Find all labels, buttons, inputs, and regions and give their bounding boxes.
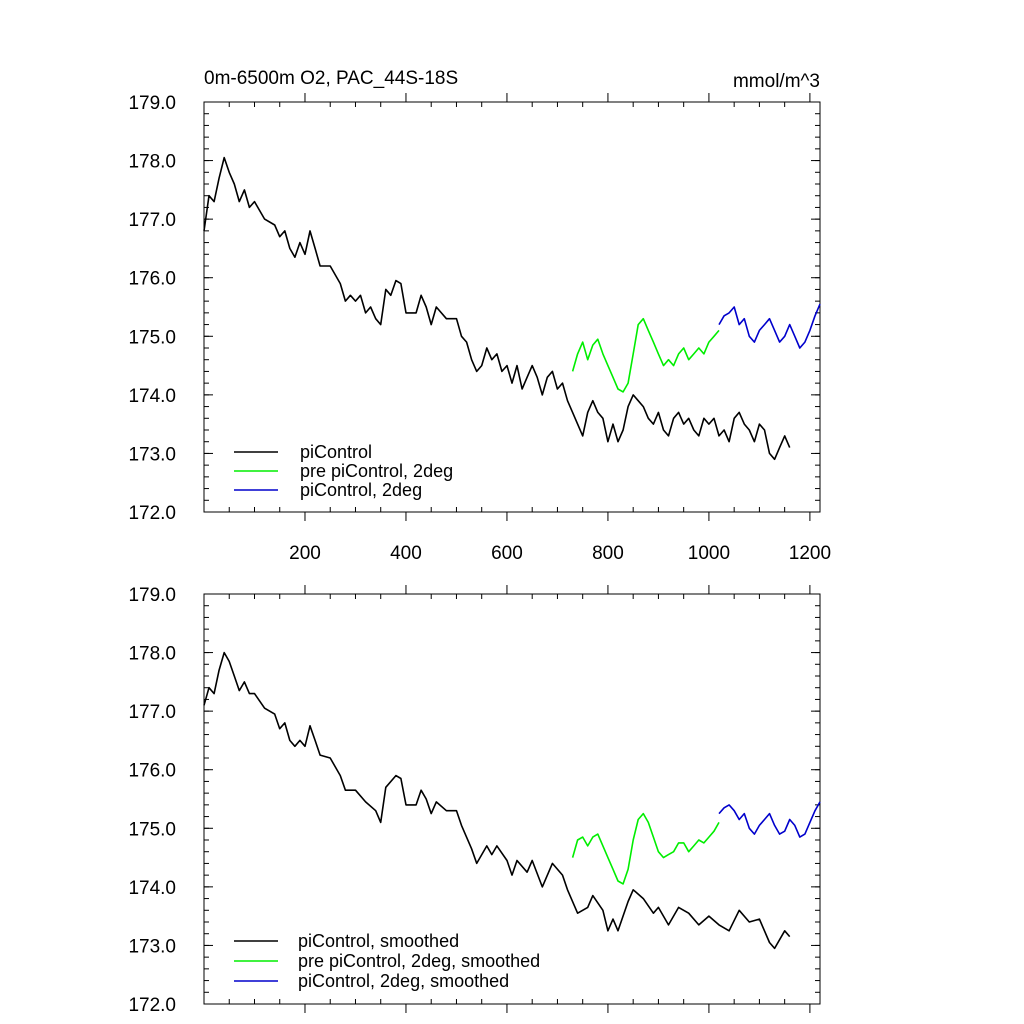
series-bottom	[203, 651, 821, 950]
legend-label-2: piControl, 2deg	[300, 480, 422, 500]
series-line-1	[571, 317, 720, 393]
y-tick-label: 174.0	[128, 878, 176, 899]
x-tick-label: 800	[592, 543, 624, 564]
top-panel: 0m-6500m O2, PAC_44S-18S mmol/m^3 179.01…	[128, 68, 831, 564]
y-tick-label: 176.0	[128, 269, 176, 290]
y-tick-label: 175.0	[128, 819, 176, 840]
legend-label-1: pre piControl, 2deg, smoothed	[298, 951, 540, 971]
y-tick-label: 173.0	[128, 444, 176, 465]
legend-label-0: piControl, smoothed	[298, 931, 459, 951]
y-tick-label: 175.0	[128, 327, 176, 348]
y-tick-label: 174.0	[128, 386, 176, 407]
y-tick-label: 176.0	[128, 761, 176, 782]
x-tick-label: 1000	[688, 543, 730, 564]
ticks-top: 179.0 178.0 177.0 176.0 175.0 174.0 173.0 172.0…	[128, 93, 831, 564]
bottom-panel: 179.0 178.0 177.0 176.0 175.0 174.0 173.0 172.0…	[128, 585, 821, 1016]
y-tick-label: 177.0	[128, 210, 176, 231]
ticks-bottom: 179.0 178.0 177.0 176.0 175.0 174.0 173.0 172.0	[128, 585, 820, 1016]
x-tick-label: 200	[289, 543, 321, 564]
legend-label-0: piControl	[300, 442, 372, 462]
plot-frame-top	[203, 101, 821, 513]
legend-label-1: pre piControl, 2deg	[300, 461, 453, 481]
chart-title-left: 0m-6500m O2, PAC_44S-18S	[204, 68, 458, 89]
series-line-1	[571, 812, 720, 885]
series-top	[203, 156, 821, 461]
x-tick-label: 400	[390, 543, 422, 564]
y-tick-label: 177.0	[128, 702, 176, 723]
y-tick-label: 178.0	[128, 644, 176, 665]
y-tick-label: 179.0	[128, 585, 176, 606]
series-line-0	[203, 156, 791, 461]
legend-label-2: piControl, 2deg, smoothed	[298, 971, 509, 991]
chart-title-right: mmol/m^3	[733, 71, 820, 92]
x-tick-label: 600	[491, 543, 523, 564]
y-tick-label: 172.0	[128, 995, 176, 1016]
series-line-2	[718, 801, 821, 838]
y-tick-label: 179.0	[128, 93, 176, 114]
series-line-0	[203, 651, 791, 950]
x-tick-label: 1200	[789, 543, 831, 564]
y-tick-label: 172.0	[128, 503, 176, 524]
y-tick-label: 178.0	[128, 152, 176, 173]
plot-frame-bottom	[203, 593, 821, 1005]
y-tick-label: 173.0	[128, 936, 176, 957]
series-line-2	[718, 303, 821, 349]
